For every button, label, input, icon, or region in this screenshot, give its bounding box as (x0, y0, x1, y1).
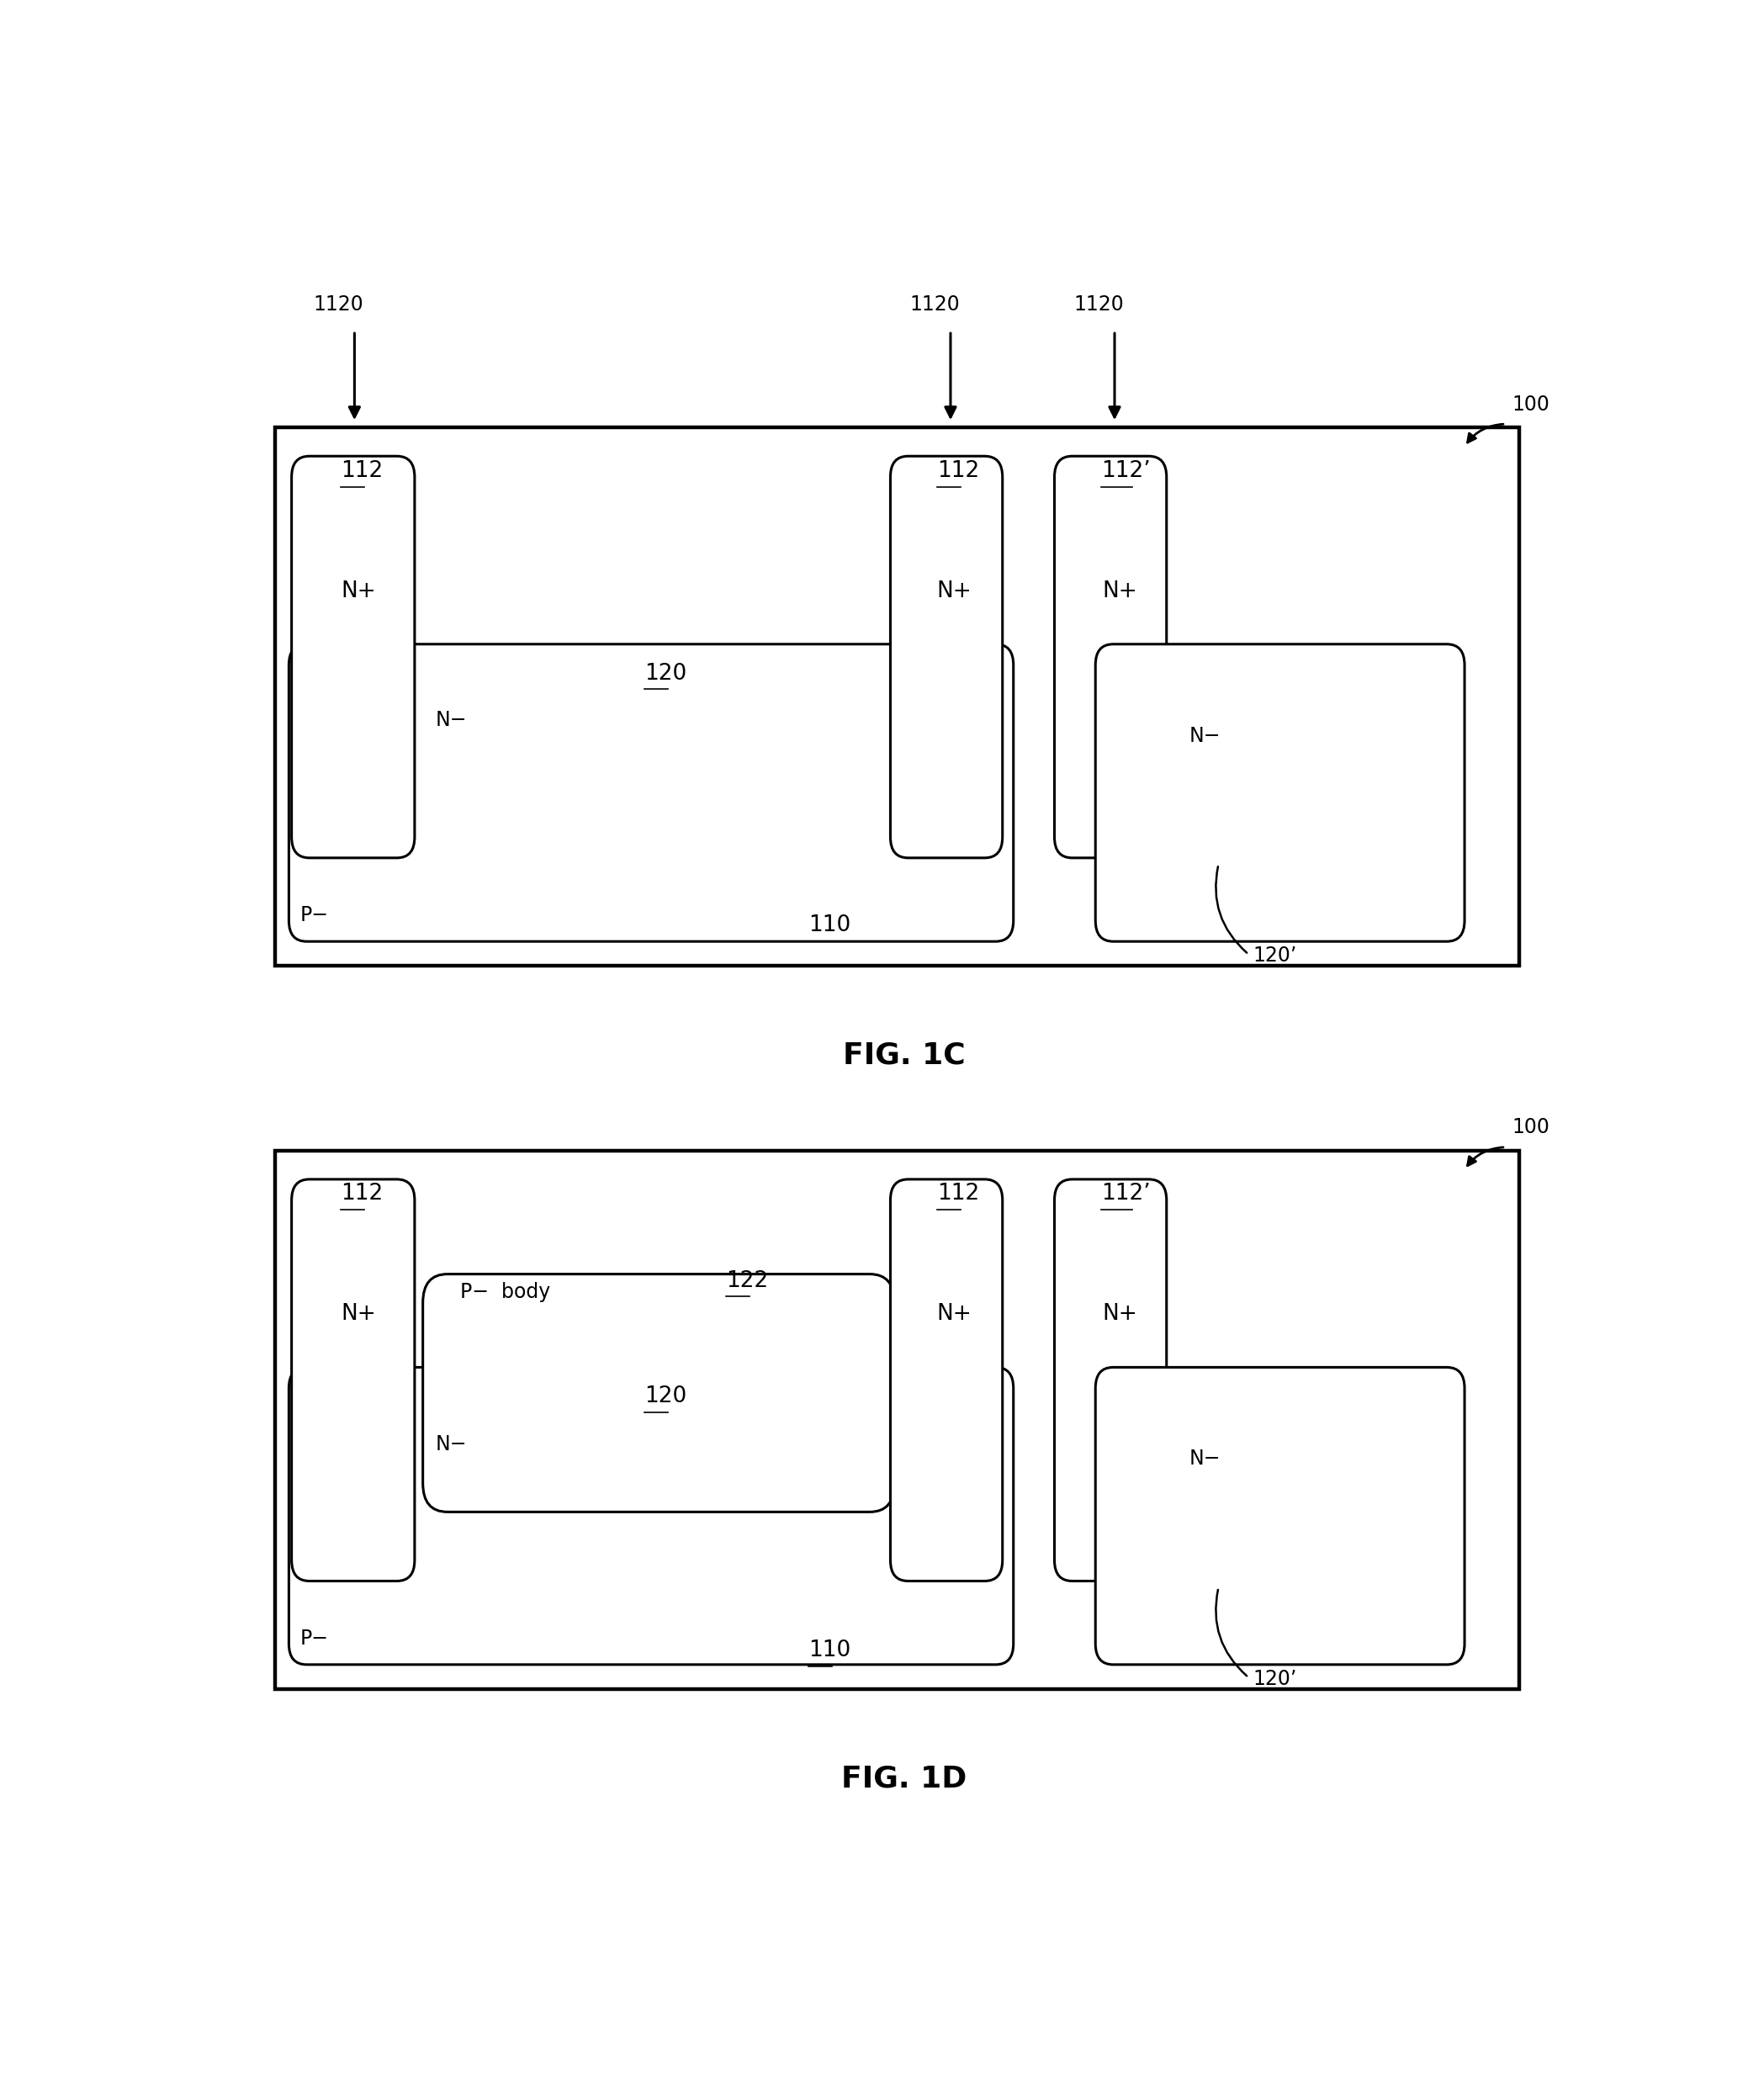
Text: N+: N+ (340, 580, 376, 601)
Text: 112: 112 (937, 1183, 979, 1204)
Text: 120: 120 (644, 662, 686, 685)
Text: 120: 120 (644, 1386, 686, 1407)
Text: 1120: 1120 (910, 294, 960, 315)
Text: FIG. 1C: FIG. 1C (843, 1041, 965, 1071)
Text: 1120: 1120 (1074, 294, 1124, 315)
Text: 112: 112 (937, 459, 979, 482)
FancyBboxPatch shape (291, 457, 415, 858)
Text: 122: 122 (727, 1269, 769, 1292)
Text: 120’: 120’ (1252, 1668, 1297, 1688)
Text: 112: 112 (340, 1183, 383, 1204)
FancyBboxPatch shape (291, 1179, 415, 1582)
Text: 112: 112 (340, 459, 383, 482)
FancyBboxPatch shape (289, 645, 1014, 941)
Text: 100: 100 (1512, 394, 1551, 415)
Text: 120’: 120’ (1252, 945, 1297, 966)
Text: 100: 100 (1512, 1117, 1551, 1137)
Text: N+: N+ (340, 1304, 376, 1325)
Text: N+: N+ (937, 580, 972, 601)
Text: N−: N− (436, 710, 467, 730)
Text: P−: P− (300, 1628, 328, 1649)
FancyBboxPatch shape (891, 457, 1002, 858)
Text: N+: N+ (937, 1304, 972, 1325)
Text: FIG. 1D: FIG. 1D (841, 1764, 967, 1793)
Bar (275, 1150, 1519, 1688)
Text: 1120: 1120 (314, 294, 363, 315)
Text: N−: N− (1189, 726, 1221, 745)
Text: P−: P− (300, 906, 328, 925)
Text: 110: 110 (808, 1640, 850, 1661)
FancyBboxPatch shape (289, 1367, 1014, 1665)
Text: 112’: 112’ (1101, 459, 1150, 482)
Text: N+: N+ (1102, 580, 1138, 601)
FancyBboxPatch shape (1055, 457, 1166, 858)
FancyBboxPatch shape (1095, 645, 1464, 941)
FancyBboxPatch shape (423, 1273, 894, 1511)
Text: P−  body: P− body (460, 1281, 550, 1302)
Text: N−: N− (436, 1434, 467, 1455)
Text: 110: 110 (808, 914, 850, 937)
Text: N−: N− (1189, 1448, 1221, 1469)
FancyBboxPatch shape (891, 1179, 1002, 1582)
Text: N+: N+ (1102, 1304, 1138, 1325)
FancyBboxPatch shape (1095, 1367, 1464, 1665)
FancyBboxPatch shape (1055, 1179, 1166, 1582)
Text: 112’: 112’ (1101, 1183, 1150, 1204)
Bar (275, 428, 1519, 966)
